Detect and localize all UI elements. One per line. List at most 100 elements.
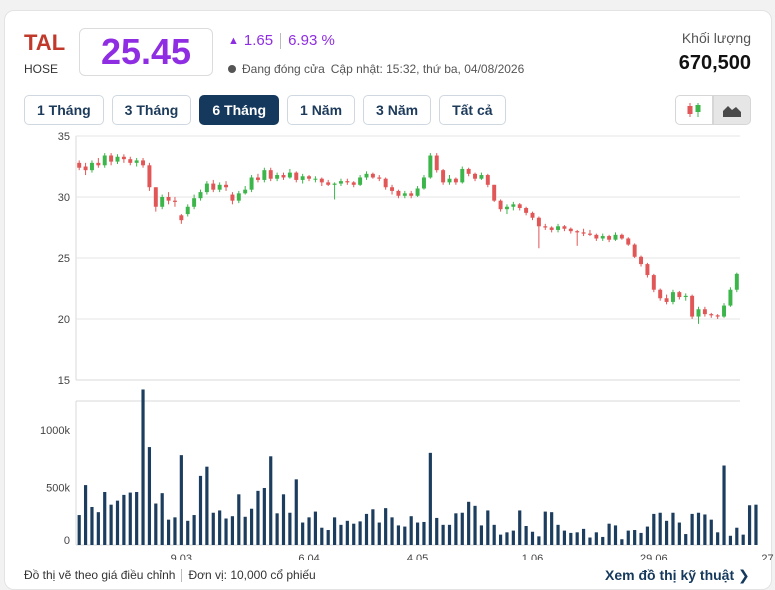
x-tick-label: 27.07 bbox=[761, 553, 775, 560]
volume-bar bbox=[556, 524, 560, 545]
candle-body bbox=[690, 295, 695, 317]
volume-bar bbox=[128, 492, 132, 545]
volume-bar bbox=[633, 530, 637, 545]
volume-bar bbox=[186, 520, 190, 545]
volume-bar bbox=[703, 514, 707, 545]
volume-bar bbox=[122, 494, 126, 545]
price-tick-label: 35 bbox=[58, 131, 70, 143]
area-chart-button[interactable] bbox=[713, 95, 751, 125]
volume-bar bbox=[728, 535, 733, 545]
volume-bar bbox=[377, 522, 381, 545]
volume-bar bbox=[396, 525, 401, 545]
candle-body bbox=[358, 177, 363, 185]
candle-body bbox=[249, 177, 254, 190]
candle-body bbox=[300, 176, 305, 180]
candle-body bbox=[243, 189, 248, 194]
candle-body bbox=[651, 275, 656, 290]
tab-3-years[interactable]: 3 Năm bbox=[363, 95, 432, 125]
candle-body bbox=[141, 160, 146, 166]
price-volume-chart: 35 30 25 20 15 1000k 500k 0 9.03 6.04 4.05 1.06 29.0… bbox=[40, 131, 775, 560]
candle-body bbox=[172, 200, 177, 202]
volume-bar bbox=[511, 530, 515, 545]
technical-chart-link[interactable]: Xem đồ thị kỹ thuật ❯ bbox=[605, 567, 750, 584]
divider bbox=[181, 568, 183, 582]
candle-body bbox=[364, 173, 369, 178]
tab-1-year[interactable]: 1 Năm bbox=[287, 95, 356, 125]
volume-bar bbox=[447, 524, 452, 545]
candle-body bbox=[326, 182, 331, 185]
volume-bar bbox=[256, 490, 260, 545]
area-chart-icon bbox=[723, 106, 741, 117]
price-tick-label: 15 bbox=[58, 375, 70, 387]
volume-bar bbox=[460, 512, 464, 545]
candle-body bbox=[402, 193, 407, 196]
volume-bar bbox=[96, 512, 100, 545]
candle-body bbox=[498, 200, 503, 210]
candle-body bbox=[255, 177, 260, 180]
candle-body bbox=[153, 187, 158, 207]
chevron-right-icon: ❯ bbox=[738, 567, 750, 583]
tab-6-months[interactable]: 6 Tháng bbox=[199, 95, 280, 125]
candle-body bbox=[217, 184, 222, 190]
candle-body bbox=[390, 187, 395, 191]
volume-bar bbox=[237, 494, 241, 545]
candle-body bbox=[262, 170, 267, 180]
candle-body bbox=[287, 172, 292, 178]
tab-1-month[interactable]: 1 Tháng bbox=[24, 95, 104, 125]
volume-bar bbox=[607, 523, 611, 545]
candle-body bbox=[77, 162, 82, 168]
candle-body bbox=[421, 177, 426, 189]
candle-body bbox=[626, 238, 631, 245]
candle-body bbox=[230, 194, 235, 201]
x-tick-label: 29.06 bbox=[640, 553, 668, 560]
volume-tick-label: 1000k bbox=[40, 425, 70, 437]
unit-note: Đơn vị: 10,000 cổ phiếu bbox=[188, 568, 316, 582]
candle-body bbox=[658, 289, 663, 299]
volume-bar bbox=[415, 522, 420, 545]
candle-body bbox=[466, 168, 471, 174]
candle-body bbox=[460, 168, 465, 183]
candle-body bbox=[224, 184, 229, 188]
volume-bar bbox=[135, 492, 139, 545]
volume-bar bbox=[281, 494, 286, 545]
volume-bar bbox=[639, 532, 643, 545]
volume-bar bbox=[498, 534, 503, 545]
tab-3-months[interactable]: 3 Tháng bbox=[111, 95, 192, 125]
volume-bar bbox=[160, 493, 164, 545]
candle-body bbox=[587, 233, 592, 235]
candle-body bbox=[594, 234, 599, 239]
candle-body bbox=[524, 207, 529, 213]
candle-body bbox=[409, 193, 414, 196]
volume-bar bbox=[543, 511, 547, 545]
volume-bar bbox=[594, 532, 598, 545]
volume-bar bbox=[288, 512, 292, 545]
volume-bar bbox=[537, 536, 541, 545]
candle-body bbox=[619, 234, 624, 239]
volume-bar bbox=[358, 521, 362, 545]
candle-body bbox=[338, 181, 343, 184]
volume-bar bbox=[205, 466, 209, 545]
volume-bar bbox=[179, 455, 183, 545]
candle-body bbox=[307, 176, 312, 179]
candle-body bbox=[160, 197, 165, 207]
volume-bar bbox=[473, 505, 477, 545]
volume-bar bbox=[492, 524, 496, 545]
volume-bar bbox=[696, 512, 701, 545]
volume-bar bbox=[486, 510, 490, 545]
x-tick-label: 6.04 bbox=[298, 553, 319, 560]
status-dot-icon bbox=[228, 65, 236, 73]
volume-bar bbox=[428, 452, 432, 545]
volume-bar bbox=[371, 509, 375, 545]
volume-bar bbox=[747, 505, 752, 545]
volume-bar bbox=[173, 517, 177, 545]
volume-bar bbox=[422, 521, 426, 545]
candle-body bbox=[377, 177, 382, 179]
period-tabs: 1 Tháng 3 Tháng 6 Tháng 1 Năm 3 Năm Tất … bbox=[24, 95, 506, 125]
volume-bar bbox=[332, 517, 337, 545]
volume-bar bbox=[403, 526, 407, 545]
volume-tick-label: 0 bbox=[64, 535, 70, 547]
candle-body bbox=[600, 236, 605, 239]
candlestick-button[interactable] bbox=[675, 95, 713, 125]
tab-all[interactable]: Tất cả bbox=[439, 95, 506, 125]
candle-body bbox=[351, 182, 356, 185]
